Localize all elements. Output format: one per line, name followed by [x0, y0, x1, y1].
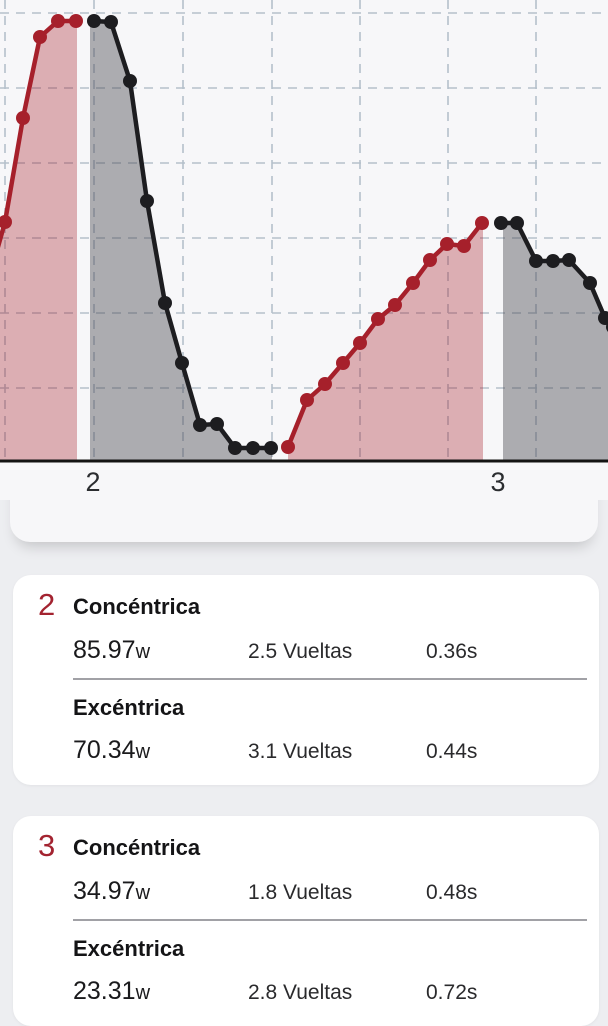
rep-number: 2 — [38, 587, 56, 622]
rep2-eccentric-point — [140, 194, 154, 208]
rep3-concentric-point — [440, 237, 454, 251]
rep2-eccentric-point — [210, 417, 224, 431]
power-value: 34.97w — [73, 877, 151, 905]
rep2-concentric-area — [0, 21, 77, 461]
power-value: 23.31w — [73, 977, 151, 1005]
rep2-concentric-point — [16, 111, 30, 125]
phase-metrics-row: 85.97w 2.5 Vueltas 0.36s — [73, 636, 587, 665]
rep2-eccentric-point — [123, 74, 137, 88]
rep-number: 3 — [38, 828, 56, 863]
power-unit: w — [135, 882, 151, 904]
phase-title: Excéntrica — [73, 936, 185, 961]
rep2-eccentric-point — [175, 356, 189, 370]
rep3-eccentric-point — [562, 253, 576, 267]
rep3-concentric-point — [388, 298, 402, 312]
rep3-concentric-point — [475, 216, 489, 230]
turns-value: 3.1 Vueltas — [248, 740, 353, 763]
power-unit: w — [135, 741, 151, 763]
phase-title: Excéntrica — [73, 695, 185, 720]
rep3-eccentric-point — [510, 216, 524, 230]
power-value: 85.97w — [73, 636, 151, 664]
section-divider — [73, 678, 587, 680]
turns-value: 2.8 Vueltas — [248, 981, 353, 1004]
phase-metrics-row: 23.31w 2.8 Vueltas 0.72s — [73, 977, 587, 1006]
rep2-concentric-point — [69, 14, 83, 28]
rep-card-header: 3 Concéntrica — [38, 830, 587, 862]
phase-title: Concéntrica — [73, 594, 201, 619]
rep3-concentric-point — [423, 253, 437, 267]
rep3-eccentric-point — [529, 254, 543, 268]
section-divider — [73, 919, 587, 921]
rep2-eccentric-point — [87, 14, 101, 28]
rep3-concentric-point — [371, 312, 385, 326]
turns-value: 1.8 Vueltas — [248, 881, 353, 904]
rep3-eccentric-point — [494, 216, 508, 230]
phase-metrics-row: 34.97w 1.8 Vueltas 0.48s — [73, 877, 587, 906]
rep2-eccentric-point — [228, 441, 242, 455]
power-unit: w — [135, 982, 151, 1004]
rep3-concentric-point — [406, 276, 420, 290]
rep3-concentric-point — [300, 393, 314, 407]
rep2-eccentric-point — [246, 441, 260, 455]
phase-metrics-row: 70.34w 3.1 Vueltas 0.44s — [73, 736, 587, 765]
rep3-concentric-point — [457, 239, 471, 253]
time-value: 0.36s — [426, 640, 478, 663]
x-axis-tick-label: 2 — [85, 467, 100, 497]
rep3-concentric-point — [336, 356, 350, 370]
rep2-concentric-point — [51, 14, 65, 28]
rep2-eccentric-point — [158, 296, 172, 310]
rep3-concentric-point — [318, 377, 332, 391]
rep-card: 2 Concéntrica 85.97w 2.5 Vueltas 0.36s Excént… — [13, 575, 599, 785]
rep2-concentric-point — [33, 30, 47, 44]
rep2-concentric-point — [0, 215, 12, 229]
rep3-concentric-area — [288, 223, 483, 461]
phase-title: Concéntrica — [73, 835, 201, 860]
rep2-eccentric-point — [104, 15, 118, 29]
rep2-eccentric-point — [193, 418, 207, 432]
rep2-eccentric-point — [264, 441, 278, 455]
rep-card-header: 2 Concéntrica — [38, 589, 587, 621]
rep-card-list: 2 Concéntrica 85.97w 2.5 Vueltas 0.36s Excént… — [0, 575, 608, 1026]
rep3-eccentric-point — [583, 276, 597, 290]
turns-value: 2.5 Vueltas — [248, 640, 353, 663]
time-value: 0.72s — [426, 981, 478, 1004]
x-axis-tick-label: 3 — [490, 467, 505, 497]
power-unit: w — [135, 641, 151, 663]
rep-card: 3 Concéntrica 34.97w 1.8 Vueltas 0.48s Excént… — [13, 816, 599, 1026]
rep3-eccentric-point — [546, 254, 560, 268]
power-value: 70.34w — [73, 736, 151, 764]
rep3-eccentric-area — [501, 223, 608, 461]
time-value: 0.44s — [426, 740, 478, 763]
rep3-eccentric-point — [598, 311, 608, 325]
rep3-concentric-point — [281, 440, 295, 454]
plot-background — [0, 0, 608, 500]
rep3-concentric-point — [353, 336, 367, 350]
time-value: 0.48s — [426, 881, 478, 904]
